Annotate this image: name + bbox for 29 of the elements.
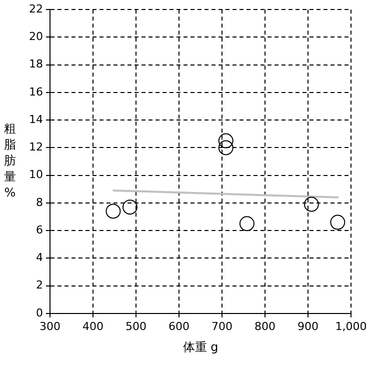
x-tick-label: 400 [82, 320, 104, 333]
y-tick-label: 6 [36, 223, 43, 236]
x-tick-label: 1,000 [335, 320, 367, 333]
x-tick-label: 700 [212, 320, 232, 333]
y-tick-label: 22 [28, 2, 43, 16]
x-tick-label: 600 [168, 320, 190, 333]
y-tick-label: 20 [28, 30, 43, 44]
x-axis-title: 体重 g [182, 340, 218, 354]
x-tick-label: 900 [298, 320, 318, 333]
y-tick-label: 0 [36, 306, 43, 320]
y-tick-label: 8 [36, 196, 43, 209]
y-tick-label: 4 [36, 251, 43, 264]
point [106, 204, 121, 219]
y-tick-label: 16 [28, 85, 43, 98]
y-axis-title: 粗脂肪量% [4, 122, 16, 200]
point [239, 216, 254, 232]
point [330, 214, 346, 230]
x-tick-label: 300 [39, 320, 60, 333]
point [218, 133, 234, 148]
y-tick-label: 18 [28, 58, 43, 71]
y-tick-label: 12 [28, 140, 43, 154]
x-tick-label: 800 [254, 320, 276, 333]
point [304, 196, 319, 212]
y-tick-label: 2 [36, 278, 43, 292]
y-tick-label: 10 [28, 168, 43, 182]
y-tick-label: 14 [28, 112, 43, 126]
point [122, 200, 138, 215]
point [218, 140, 234, 156]
x-tick-label: 500 [126, 320, 146, 333]
